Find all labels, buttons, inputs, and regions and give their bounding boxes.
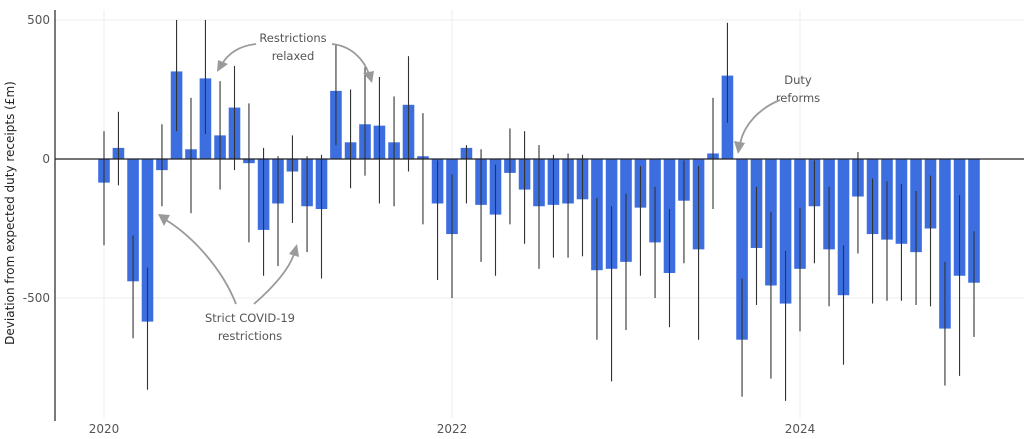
annotation-relaxed: Restrictions relaxed <box>259 31 326 63</box>
bar <box>127 159 139 282</box>
y-tick-label: 500 <box>27 13 50 27</box>
bar <box>779 159 792 304</box>
error-bars <box>103 20 975 401</box>
arrow-strict-right <box>253 253 295 305</box>
bar <box>837 159 850 296</box>
bar <box>968 159 980 283</box>
arrow-strict-left <box>165 219 237 305</box>
x-tick-label: 2020 <box>89 422 120 436</box>
bar <box>736 159 748 340</box>
x-tick-label: 2022 <box>437 422 468 436</box>
annotations: Restrictions relaxed Strict COVID-19 restri… <box>158 31 820 343</box>
y-tick-label: -500 <box>23 291 50 305</box>
bar <box>141 159 154 322</box>
x-tick-label: 2024 <box>785 422 816 436</box>
axes: 500 0 -500 2020 2022 2024 <box>23 10 1024 436</box>
arrow-relaxed-left-head <box>217 60 228 72</box>
bar <box>939 159 951 329</box>
arrow-strict-left-head <box>158 214 170 226</box>
arrow-reforms <box>739 99 781 145</box>
arrow-reforms-head <box>734 141 745 154</box>
y-axis-title: Deviation from expected duty receipts (£… <box>3 81 17 345</box>
y-tick-label: 0 <box>42 152 50 166</box>
annotation-strict: Strict COVID-19 restrictions <box>205 311 295 343</box>
arrow-relaxed-right <box>331 43 370 75</box>
annotation-reforms: Duty reforms <box>776 73 820 105</box>
arrow-strict-right-head <box>289 244 299 257</box>
arrow-relaxed-right-head <box>363 71 374 83</box>
arrow-relaxed-left <box>221 43 257 65</box>
